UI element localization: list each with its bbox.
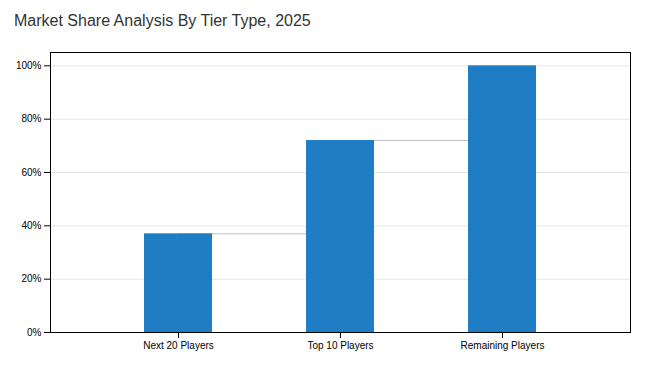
svg-text:Next 20 Players: Next 20 Players	[143, 340, 214, 351]
svg-text:Remaining Players: Remaining Players	[461, 340, 545, 351]
svg-text:40%: 40%	[21, 220, 41, 231]
svg-text:60%: 60%	[21, 167, 41, 178]
svg-text:100%: 100%	[16, 60, 42, 71]
svg-text:0%: 0%	[27, 327, 42, 338]
svg-text:80%: 80%	[21, 113, 41, 124]
html-text:Market Share Analysis By Tier: Market Share Analysis By Tier Type, 2025	[14, 12, 311, 29]
svg-text:Top 10 Players: Top 10 Players	[307, 340, 373, 351]
svg-text:20%: 20%	[21, 273, 41, 284]
